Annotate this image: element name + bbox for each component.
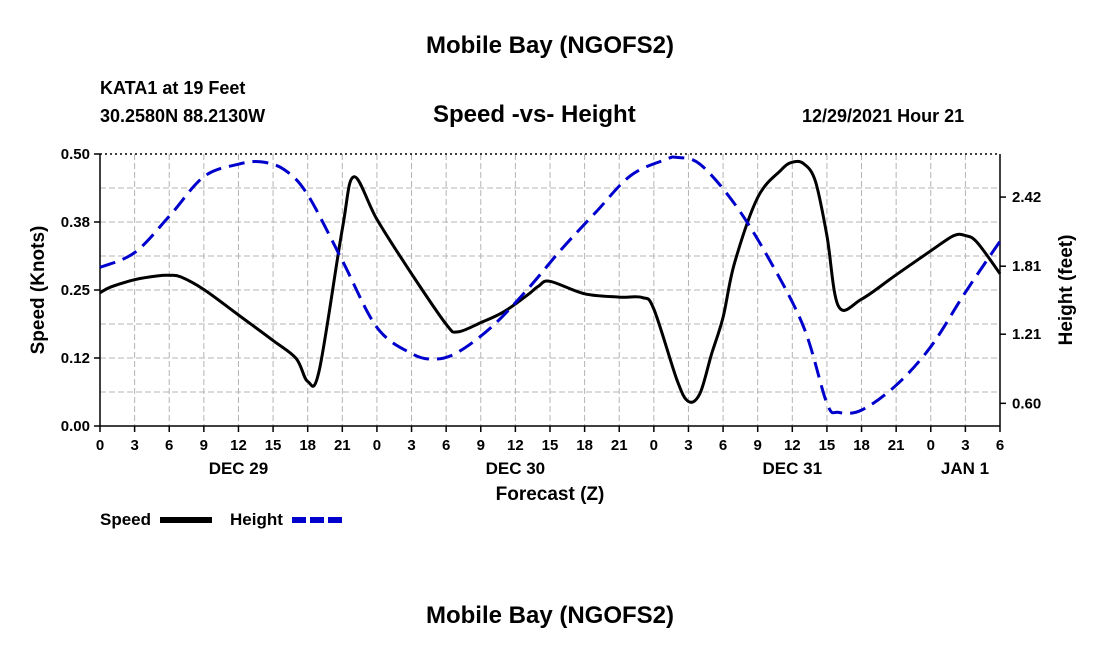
date-label: DEC 31	[763, 459, 823, 478]
x-tick-label: 3	[684, 437, 692, 454]
x-tick-label: 0	[650, 437, 658, 454]
height-series-line	[99, 155, 1002, 415]
x-tick-label: 15	[819, 437, 836, 454]
x-tick-label: 0	[96, 437, 104, 454]
legend-speed-label: Speed	[100, 510, 151, 529]
x-tick-label: 6	[719, 437, 727, 454]
x-tick-label: 9	[477, 437, 485, 454]
speed-series-line	[99, 159, 1002, 404]
x-tick-label: 12	[784, 437, 801, 454]
x-tick-label: 18	[576, 437, 593, 454]
x-tick-label: 6	[996, 437, 1004, 454]
y2-tick-label: 0.60	[1012, 395, 1041, 412]
legend-height-label: Height	[230, 510, 283, 529]
x-tick-label: 15	[542, 437, 559, 454]
y2-tick-label: 2.42	[1012, 189, 1041, 206]
station-coords: 30.2580N 88.2130W	[100, 106, 266, 126]
x-tick-label: 21	[888, 437, 905, 454]
x-tick-label: 12	[230, 437, 247, 454]
x-tick-label: 9	[754, 437, 762, 454]
x-tick-label: 0	[373, 437, 381, 454]
page-title: Mobile Bay (NGOFS2)	[425, 32, 675, 59]
chart-subtitle: Speed -vs- Height	[433, 101, 636, 128]
forecast-datetime: 12/29/2021 Hour 21	[802, 106, 965, 126]
y-tick-label: 0.00	[61, 418, 90, 435]
y2-tick-label: 1.21	[1012, 326, 1041, 343]
y2-axis-title: Height (feet)	[1056, 235, 1077, 346]
y-tick-label: 0.50	[61, 146, 90, 163]
y-tick-label: 0.12	[61, 350, 90, 367]
x-tick-label: 6	[165, 437, 173, 454]
x-tick-label: 12	[507, 437, 524, 454]
station-label: KATA1 at 19 Feet	[100, 78, 246, 98]
y-tick-label: 0.38	[61, 214, 90, 231]
x-tick-label: 3	[407, 437, 415, 454]
x-tick-label: 6	[442, 437, 450, 454]
x-tick-label: 21	[334, 437, 351, 454]
x-tick-label: 9	[200, 437, 208, 454]
x-axis-title: Forecast (Z)	[496, 484, 605, 505]
x-tick-label: 21	[611, 437, 628, 454]
x-tick-label: 18	[299, 437, 316, 454]
date-label: JAN 1	[941, 459, 989, 478]
y2-tick-label: 1.81	[1012, 258, 1041, 275]
x-tick-label: 3	[130, 437, 138, 454]
x-tick-label: 15	[265, 437, 282, 454]
x-tick-label: 0	[927, 437, 935, 454]
y-tick-label: 0.25	[61, 282, 90, 299]
x-tick-label: 3	[961, 437, 969, 454]
x-tick-label: 18	[853, 437, 870, 454]
y-axis-title: Speed (Knots)	[28, 226, 49, 355]
date-label: DEC 30	[486, 459, 546, 478]
bottom-title: Mobile Bay (NGOFS2)	[425, 602, 675, 629]
date-label: DEC 29	[209, 459, 269, 478]
